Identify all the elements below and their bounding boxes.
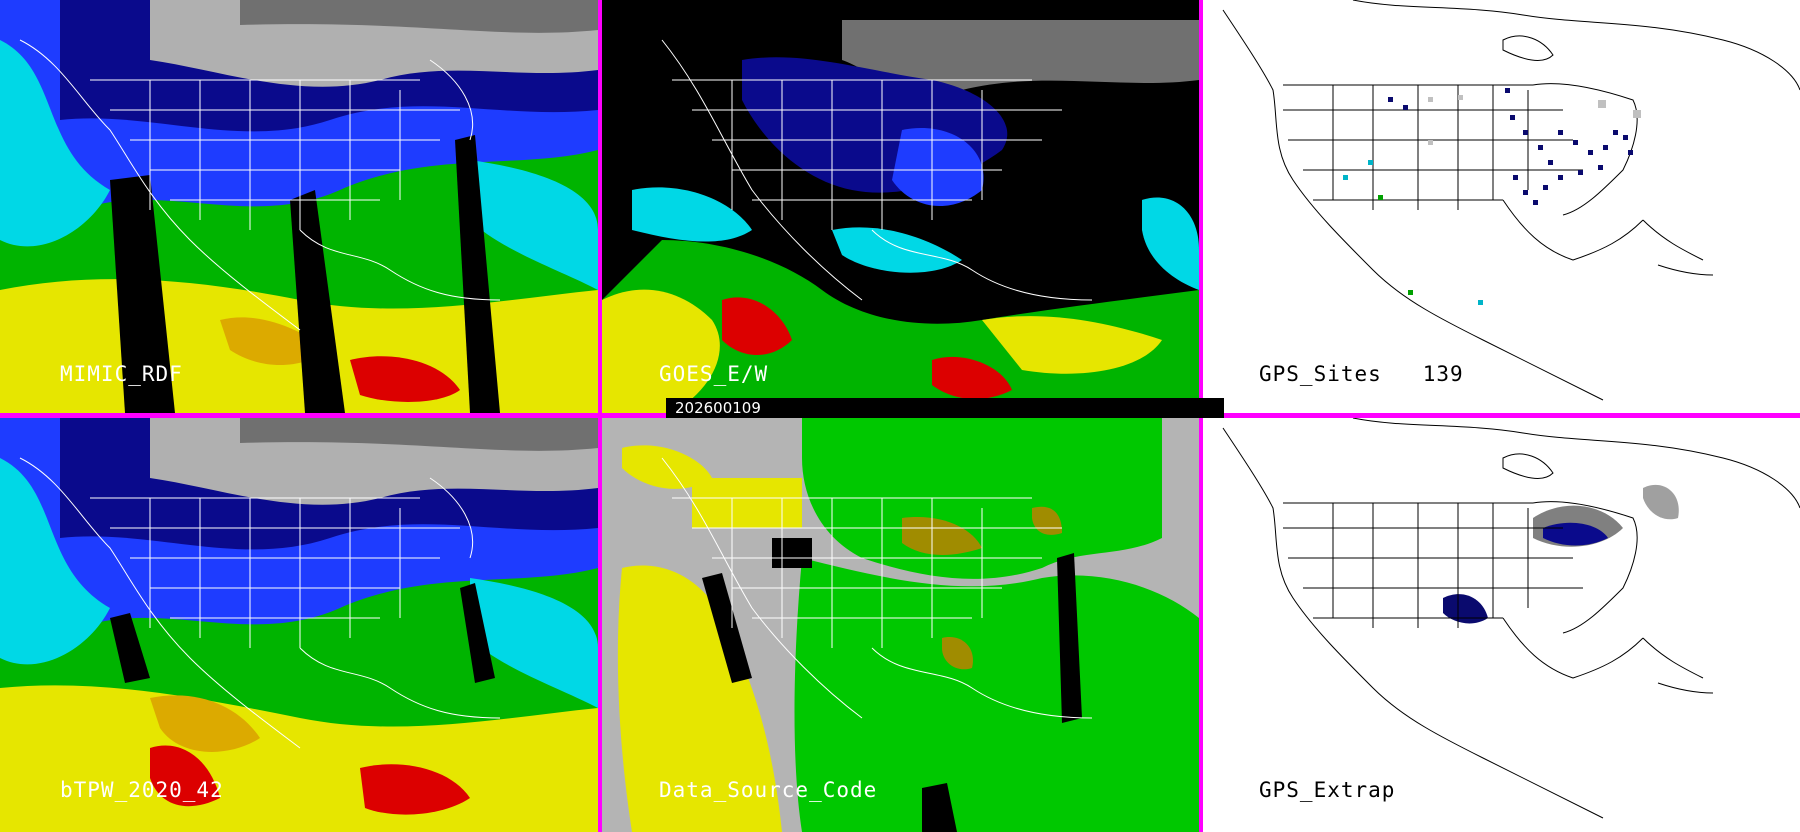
mimic-rdf-map	[0, 0, 598, 413]
mimic-rdf-panel: MIMIC_RDF	[0, 0, 598, 413]
gps-sites-title: GPS_Sites	[1259, 362, 1382, 386]
data-source-map	[602, 418, 1199, 832]
gps-site-markers	[1343, 88, 1641, 305]
goes-ew-panel: GOES_E/W	[602, 0, 1199, 413]
gps-sites-count: 139	[1422, 362, 1464, 386]
gps-extrap-panel: GPS_Extrap	[1203, 418, 1800, 832]
gps-sites-panel: GPS_Sites 139	[1203, 0, 1800, 413]
data-source-label: Data_Source_Code	[659, 778, 878, 802]
btpw-map	[0, 418, 598, 832]
btpw-label: bTPW_2020_42	[60, 778, 224, 802]
data-source-panel: Data_Source_Code	[602, 418, 1199, 832]
gps-extrap-map	[1222, 418, 1800, 819]
mimic-rdf-label: MIMIC_RDF	[60, 362, 183, 386]
gps-sites-map	[1222, 0, 1800, 401]
timestamp-bar: 202600109	[666, 398, 1224, 418]
gps-sites-label: GPS_Sites 139	[1259, 362, 1464, 386]
goes-ew-label: GOES_E/W	[659, 362, 769, 386]
btpw-panel: bTPW_2020_42	[0, 418, 598, 832]
goes-ew-map	[602, 0, 1199, 413]
gps-extrap-label: GPS_Extrap	[1259, 778, 1396, 802]
timestamp-text: 202600109	[675, 399, 761, 417]
